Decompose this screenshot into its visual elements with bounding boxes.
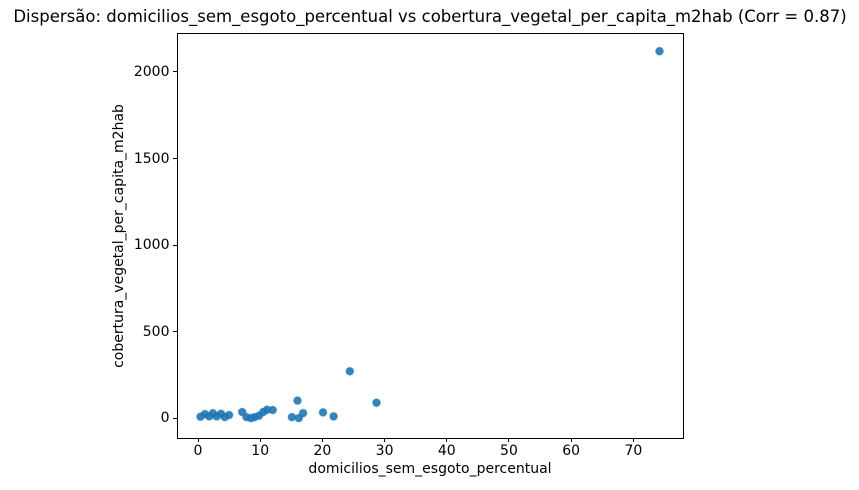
x-tick-label: 70 xyxy=(624,443,643,459)
x-axis-label: domicilios_sem_esgoto_percentual xyxy=(308,461,552,477)
x-tick-label: 40 xyxy=(437,443,456,459)
y-tick-label: 0 xyxy=(160,410,170,427)
y-tick-mark xyxy=(173,417,177,419)
x-tick-mark xyxy=(259,438,261,442)
y-tick-mark xyxy=(173,244,177,246)
x-tick-mark xyxy=(197,438,199,442)
chart-title: Dispersão: domicilios_sem_esgoto_percent… xyxy=(13,7,847,26)
x-tick-mark xyxy=(384,438,386,442)
x-tick-label: 10 xyxy=(251,443,270,459)
y-tick-mark xyxy=(173,71,177,73)
x-tick-label: 50 xyxy=(500,443,518,459)
x-tick-mark xyxy=(446,438,448,442)
x-tick-label: 60 xyxy=(562,443,581,459)
x-tick-label: 30 xyxy=(375,443,394,459)
y-tick-label: 2000 xyxy=(133,63,170,80)
x-tick-mark xyxy=(508,438,510,442)
y-tick-mark xyxy=(173,158,177,160)
x-tick-mark xyxy=(632,438,634,442)
x-tick-mark xyxy=(321,438,323,442)
y-tick-label: 1000 xyxy=(133,237,170,254)
plot-area xyxy=(177,33,684,439)
y-tick-label: 500 xyxy=(142,323,170,340)
x-tick-label: 20 xyxy=(313,443,332,459)
y-tick-label: 1500 xyxy=(133,150,170,167)
y-tick-mark xyxy=(173,331,177,333)
x-tick-mark xyxy=(570,438,572,442)
y-axis-label: cobertura_vegetal_per_capita_m2hab xyxy=(111,104,127,368)
x-tick-label: 0 xyxy=(193,443,203,459)
